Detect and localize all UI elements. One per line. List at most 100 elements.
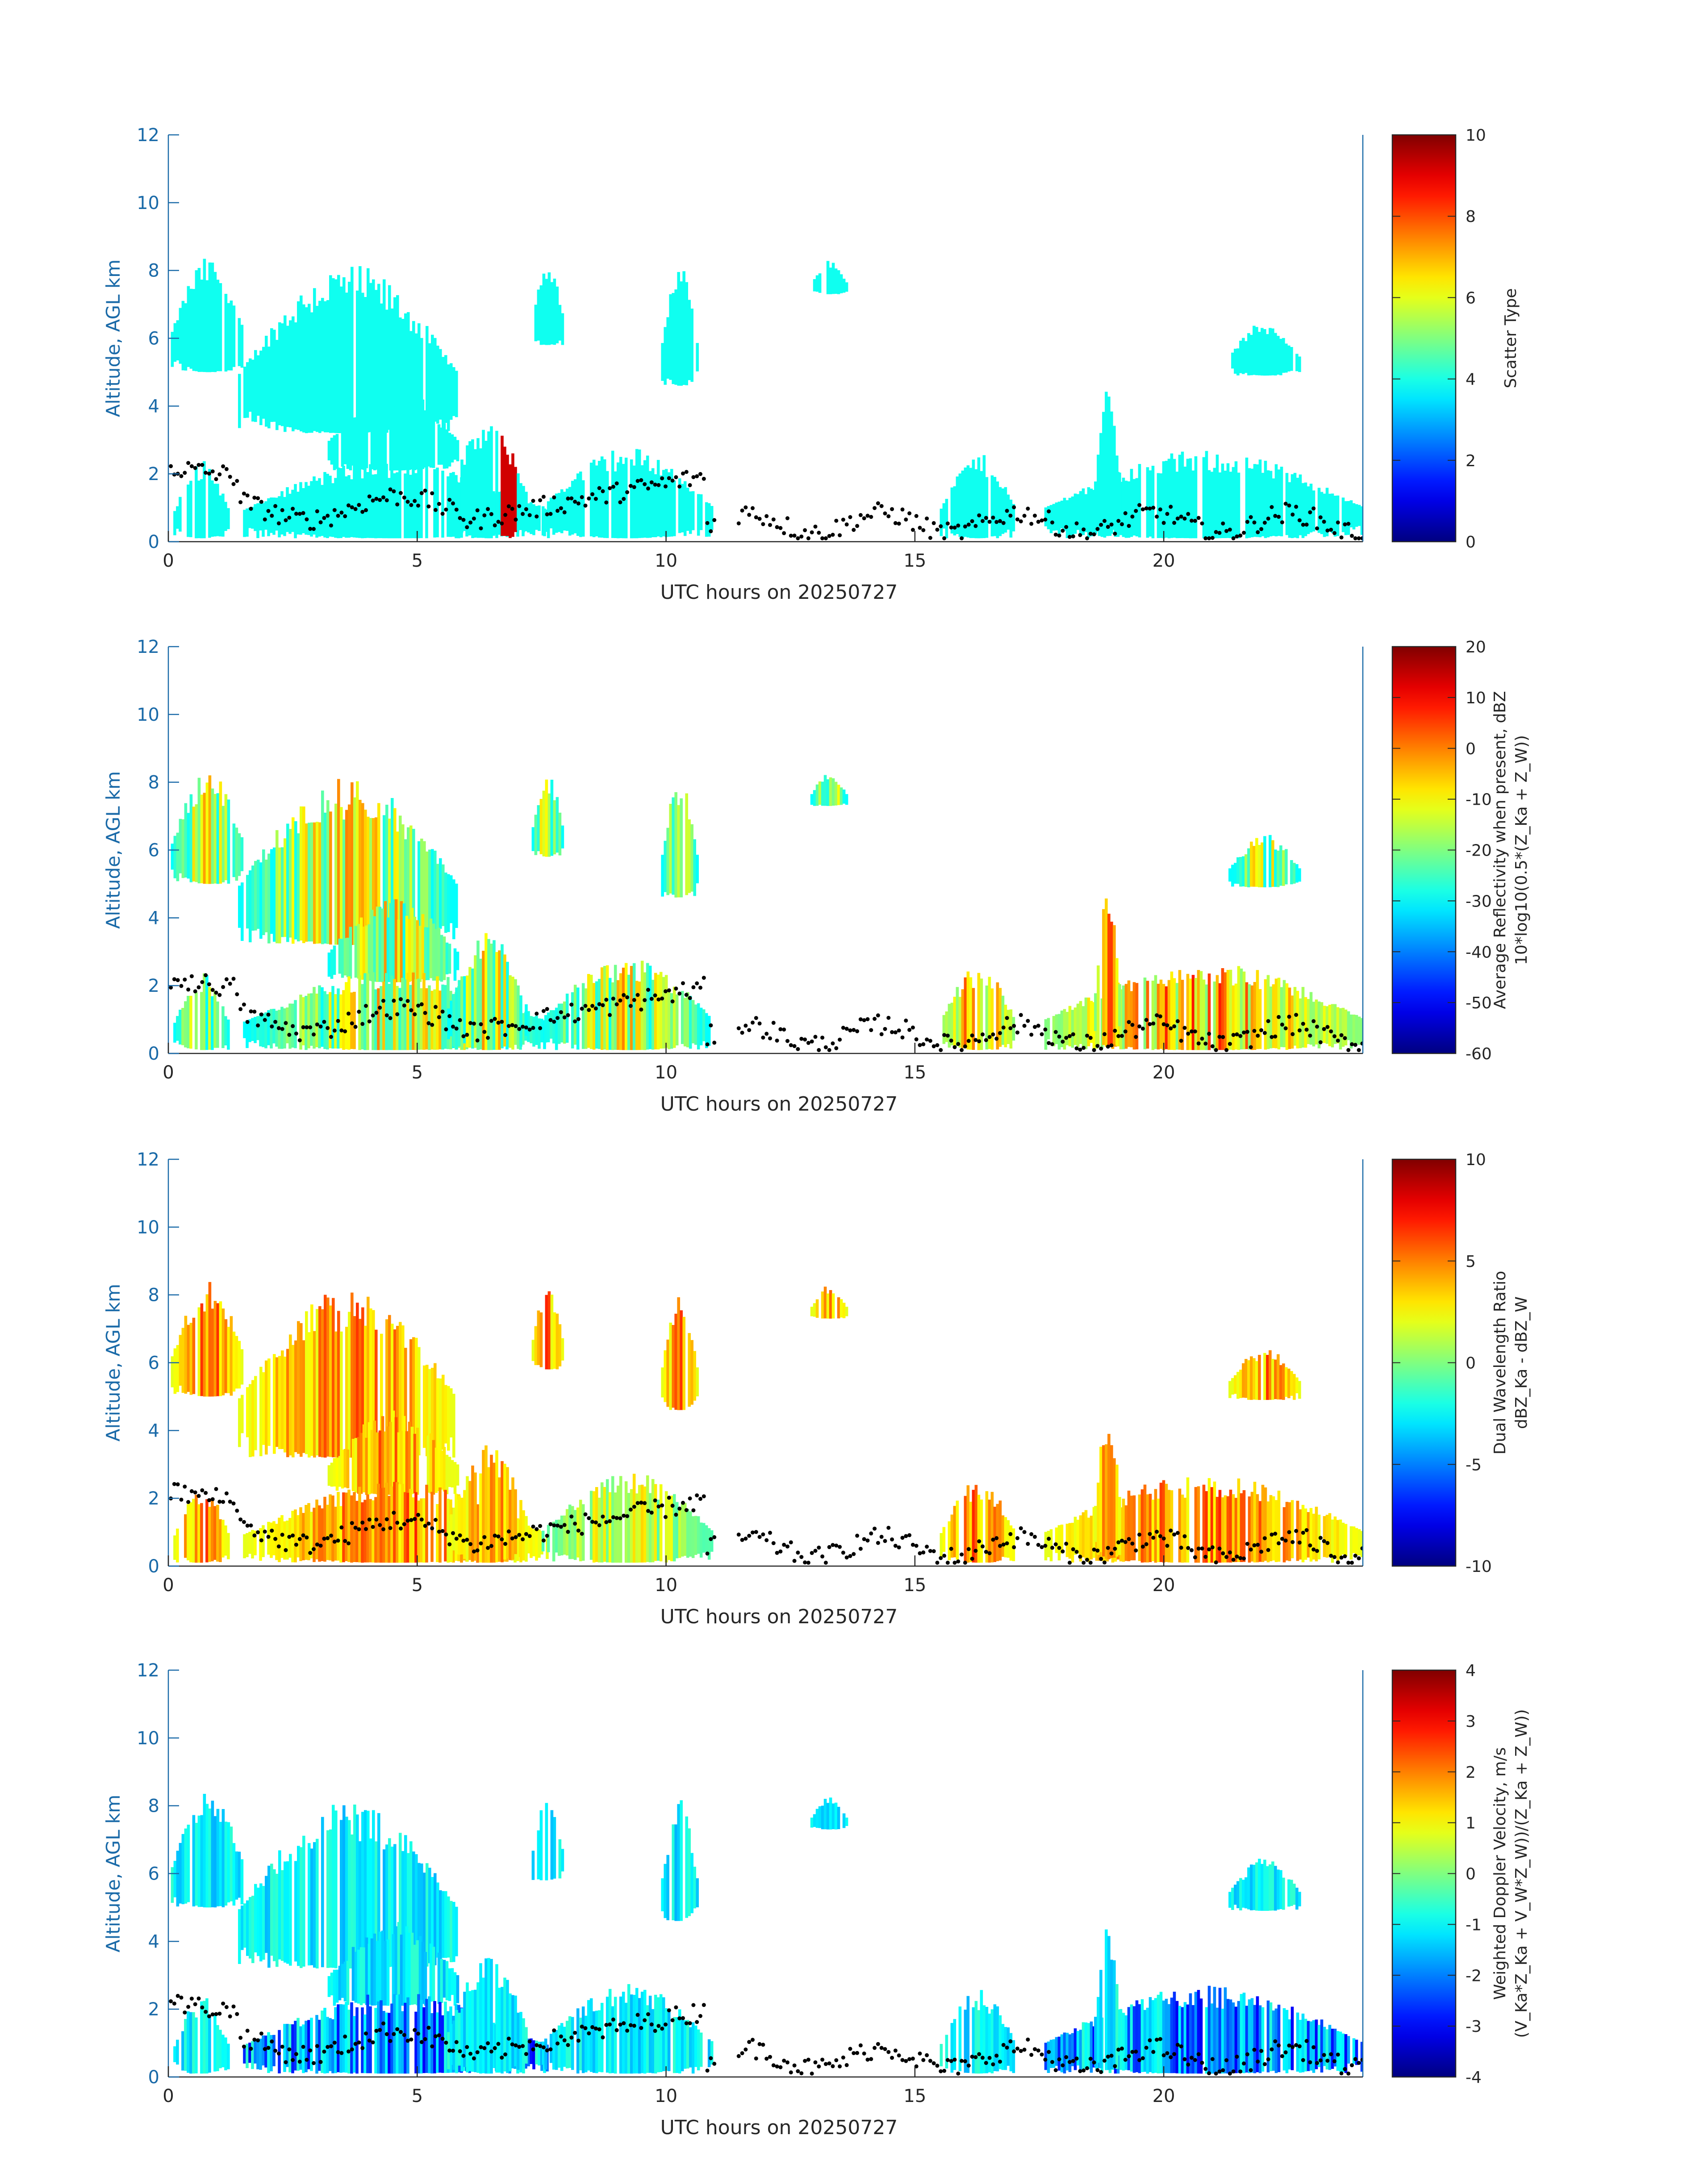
x-tick-label: 15 — [903, 1575, 926, 1596]
colorbar-gradient — [1391, 134, 1457, 543]
x-tick-label: 0 — [163, 2086, 174, 2106]
cloud-base-dots — [169, 1482, 1363, 1565]
x-tick-label: 10 — [655, 1575, 677, 1596]
colorbar-label: Average Reflectivity when present, dBZ — [1491, 691, 1509, 1009]
y-tick-label: 0 — [148, 1044, 159, 1064]
colorbar-tick-label: 4 — [1466, 371, 1476, 389]
y-tick-label: 4 — [148, 396, 159, 417]
y-tick-label: 10 — [137, 705, 159, 725]
x-tick-label: 5 — [412, 1062, 423, 1083]
cloud-base-dots — [169, 461, 1363, 540]
y-axis-label: Altitude, AGL km — [102, 259, 124, 417]
radar-echo-field — [171, 775, 1363, 1050]
colorbar-tick-label: -1 — [1466, 1916, 1482, 1934]
x-tick-label: 10 — [655, 1062, 677, 1083]
y-axis-label: Altitude, AGL km — [102, 1284, 124, 1442]
y-tick-label: 10 — [137, 193, 159, 213]
x-tick-label: 15 — [903, 2086, 926, 2106]
colorbar-label: Scatter Type — [1502, 288, 1520, 388]
y-axis-label: Altitude, AGL km — [102, 771, 124, 929]
y-tick-label: 6 — [148, 329, 159, 349]
colorbar-tick-label: 10 — [1466, 689, 1486, 707]
y-tick-label: 6 — [148, 840, 159, 861]
colorbar-tick-label: 8 — [1466, 208, 1476, 226]
colorbar: -10 -5 0 5 10 Dual Wavelength Ratio dBZ_Ka - d… — [1391, 1151, 1531, 1576]
y-tick-label: 0 — [148, 532, 159, 552]
radar-echo-field — [171, 1794, 1363, 2074]
x-tick-label: 10 — [655, 551, 677, 571]
colorbar-tick-label: 0 — [1466, 1354, 1476, 1373]
colorbar-tick-label: -30 — [1466, 892, 1492, 911]
colorbar-tick-label: -20 — [1466, 842, 1492, 860]
colorbar-tick-label: 6 — [1466, 289, 1476, 307]
x-axis-label: UTC hours on 20250727 — [660, 2116, 898, 2139]
x-axis-label: UTC hours on 20250727 — [660, 1605, 898, 1628]
x-tick-label: 5 — [412, 551, 423, 571]
y-tick-label: 8 — [148, 1285, 159, 1306]
y-tick-label: 2 — [148, 1999, 159, 2020]
y-tick-label: 0 — [148, 1556, 159, 1577]
colorbar-tick-label: -60 — [1466, 1045, 1492, 1063]
y-tick-label: 6 — [148, 1353, 159, 1374]
radar-echo-field — [171, 1282, 1363, 1563]
x-tick-label: 20 — [1153, 551, 1175, 571]
colorbar-tick-label: 0 — [1466, 1865, 1476, 1884]
colorbar-gradient — [1391, 1158, 1457, 1567]
y-tick-label: 4 — [148, 1931, 159, 1952]
colorbar-tick-label: 3 — [1466, 1713, 1476, 1731]
colorbar-tick-label: 5 — [1466, 1253, 1476, 1271]
colorbar-tick-label: -2 — [1466, 1967, 1482, 1985]
x-tick-label: 20 — [1153, 1062, 1175, 1083]
colorbar-gradient — [1391, 1669, 1457, 2078]
y-tick-label: 2 — [148, 976, 159, 996]
x-tick-label: 15 — [903, 1062, 926, 1083]
y-tick-label: 12 — [137, 125, 159, 146]
colorbar-label: (V_Ka*Z_Ka + V_W*Z_W))/(Z_Ka + Z_W)) — [1512, 1709, 1531, 2038]
cloud-base-dots — [169, 1993, 1363, 2076]
colorbar-tick-label: -5 — [1466, 1456, 1482, 1474]
x-tick-label: 0 — [163, 1062, 174, 1083]
colorbar-label: Dual Wavelength Ratio — [1491, 1271, 1509, 1454]
x-tick-label: 0 — [163, 1575, 174, 1596]
colorbar: -60 -50 -40 -30 -20 -10 0 10 20 Average Reflectiv… — [1391, 638, 1531, 1063]
colorbar-tick-label: -4 — [1466, 2068, 1482, 2087]
colorbar-gradient — [1391, 646, 1457, 1054]
x-tick-label: 5 — [412, 2086, 423, 2106]
y-tick-label: 8 — [148, 261, 159, 281]
y-tick-label: 12 — [137, 637, 159, 657]
y-tick-label: 12 — [137, 1149, 159, 1170]
colorbar: -4 -3 -2 -1 0 1 2 3 4 Weighted Doppler Velocity, … — [1391, 1662, 1531, 2087]
colorbar-label: 10*log10(0.5*(Z_Ka + Z_W)) — [1512, 735, 1531, 965]
colorbar: 0 2 4 6 8 10 Scatter Type — [1391, 126, 1520, 552]
colorbar-tick-label: 0 — [1466, 533, 1476, 552]
y-tick-label: 2 — [148, 1488, 159, 1509]
y-tick-label: 10 — [137, 1217, 159, 1238]
y-tick-label: 2 — [148, 464, 159, 485]
x-tick-label: 10 — [655, 2086, 677, 2106]
x-tick-label: 20 — [1153, 2086, 1175, 2106]
colorbar-tick-label: 20 — [1466, 638, 1486, 656]
y-tick-label: 0 — [148, 2067, 159, 2088]
radar-panel-2: 0 2 4 6 8 10 12 0 5 10 15 20 Altitude, AGL km UTC hou… — [102, 637, 1531, 1116]
colorbar-tick-label: -40 — [1466, 943, 1492, 961]
y-tick-label: 6 — [148, 1864, 159, 1885]
colorbar-tick-label: -50 — [1466, 994, 1492, 1012]
x-tick-label: 5 — [412, 1575, 423, 1596]
colorbar-label: dBZ_Ka - dBZ_W — [1512, 1296, 1531, 1429]
y-tick-label: 12 — [137, 1660, 159, 1681]
y-tick-label: 4 — [148, 1421, 159, 1441]
colorbar-tick-label: -10 — [1466, 791, 1492, 809]
colorbar-tick-label: 2 — [1466, 452, 1476, 470]
colorbar-tick-label: 4 — [1466, 1662, 1476, 1680]
colorbar-tick-label: 10 — [1466, 126, 1486, 145]
y-tick-label: 8 — [148, 1796, 159, 1817]
colorbar-tick-label: 1 — [1466, 1814, 1476, 1833]
x-axis-label: UTC hours on 20250727 — [660, 1093, 898, 1116]
x-tick-label: 15 — [903, 551, 926, 571]
radar-panel-1: 0 2 4 6 8 10 12 0 5 10 15 20 Altitude, AGL km UTC hou… — [102, 125, 1520, 604]
x-axis-label: UTC hours on 20250727 — [660, 581, 898, 604]
colorbar-tick-label: 2 — [1466, 1763, 1476, 1782]
y-tick-label: 8 — [148, 773, 159, 793]
